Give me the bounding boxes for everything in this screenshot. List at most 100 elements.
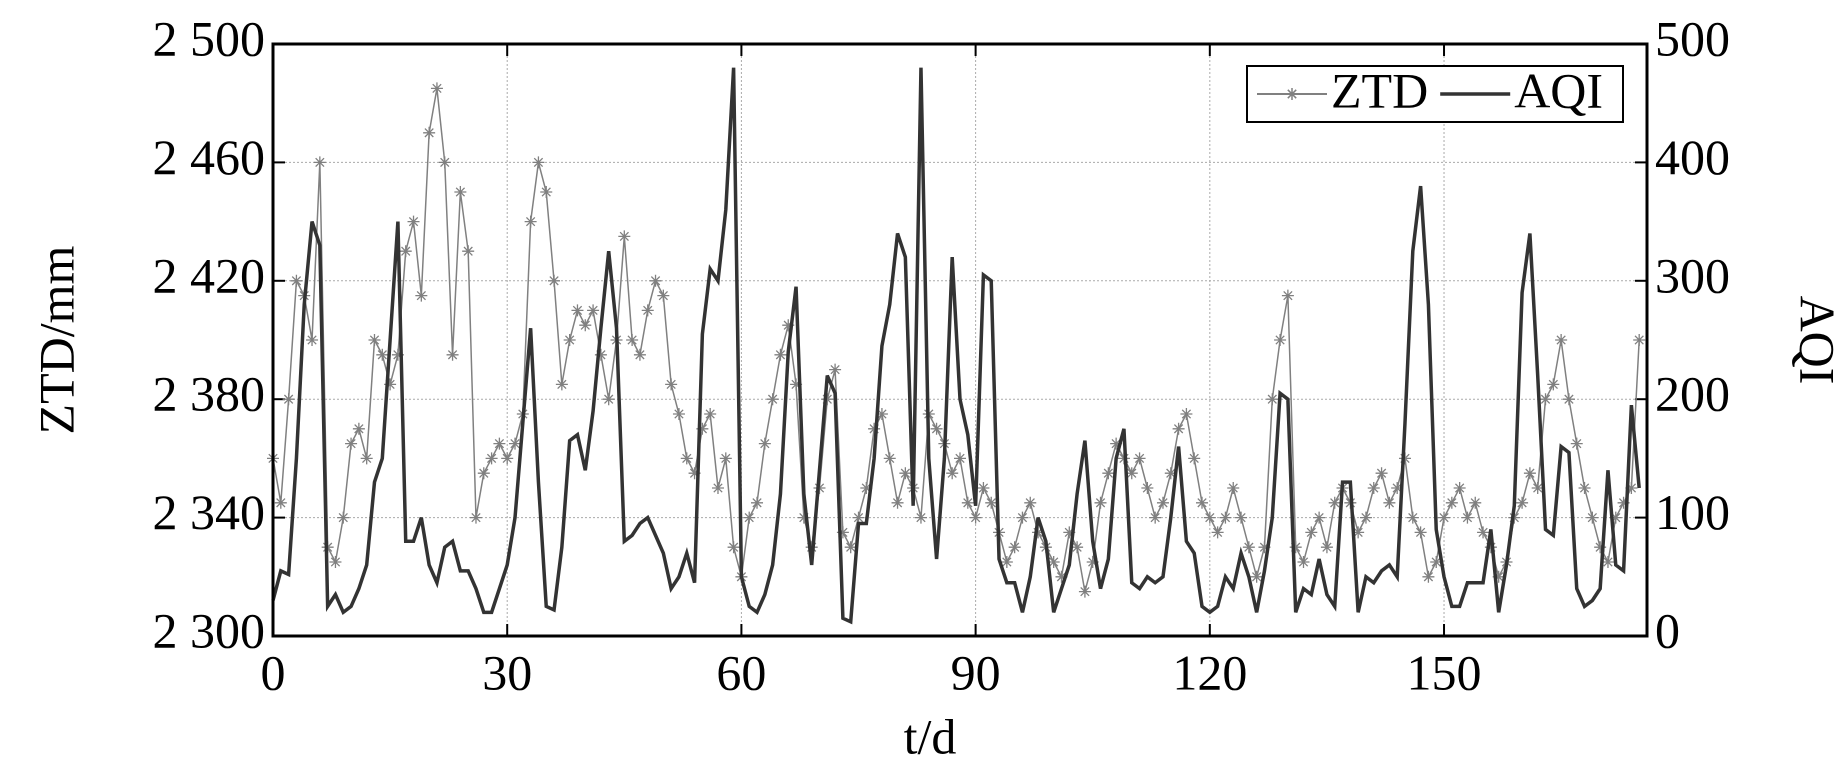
data-point (782, 319, 795, 332)
data-point (891, 496, 904, 509)
data-point (1281, 289, 1294, 302)
data-point (1071, 541, 1084, 554)
data-point (821, 393, 834, 406)
data-point (345, 437, 358, 450)
data-point (1078, 585, 1091, 598)
y-tick-label: 2 300 (153, 602, 266, 658)
data-point (1250, 570, 1263, 583)
data-point (1141, 482, 1154, 494)
data-point (306, 334, 319, 346)
data-point (1406, 511, 1419, 524)
data-point (446, 348, 459, 361)
data-point (1000, 556, 1013, 568)
data-point (1094, 496, 1107, 509)
data-point (1055, 570, 1068, 583)
data-point (1164, 467, 1177, 480)
data-point (1523, 467, 1536, 480)
data-point (493, 437, 506, 450)
data-point (1625, 482, 1638, 494)
data-point (626, 334, 639, 346)
data-point (1328, 496, 1341, 509)
y2-tick-label: 100 (1655, 484, 1730, 540)
data-point (641, 304, 654, 317)
data-point (1601, 556, 1614, 568)
y-tick-label: 2 380 (153, 366, 266, 422)
data-point (743, 511, 756, 524)
data-point (836, 526, 849, 539)
data-point (727, 541, 740, 554)
data-point (875, 408, 888, 420)
data-point (337, 511, 350, 524)
data-point (1102, 467, 1115, 480)
data-point (313, 156, 326, 169)
data-point (1274, 334, 1287, 346)
data-point (1547, 378, 1560, 391)
data-point (797, 511, 810, 524)
data-point (1203, 511, 1216, 524)
y-tick-label: 2 420 (153, 247, 266, 303)
data-point (758, 437, 771, 450)
data-point (1445, 496, 1458, 509)
data-point (1110, 437, 1123, 450)
data-point (1453, 482, 1466, 494)
data-point (719, 452, 732, 465)
data-point (1156, 496, 1169, 509)
data-point (985, 496, 998, 509)
data-point (555, 378, 568, 391)
data-point (969, 511, 982, 524)
data-point (696, 422, 709, 435)
data-point (1555, 334, 1568, 346)
data-point (1172, 422, 1185, 435)
data-point (1133, 452, 1146, 465)
data-point (594, 348, 607, 361)
data-point (1305, 526, 1318, 539)
data-point (1422, 570, 1435, 583)
data-point (1367, 482, 1380, 494)
data-point (829, 363, 842, 376)
data-point (1578, 482, 1591, 494)
data-point (532, 156, 545, 169)
data-point (665, 378, 678, 391)
legend-label: AQI (1514, 62, 1603, 118)
series-line (271, 67, 1641, 625)
data-point (868, 422, 881, 435)
plot-frame (271, 42, 1649, 638)
legend-marker (1286, 88, 1298, 100)
data-point (1180, 408, 1193, 420)
data-point (946, 467, 959, 480)
data-point (930, 422, 943, 435)
data-point (1086, 556, 1099, 568)
y2-tick-label: 0 (1655, 602, 1680, 658)
data-point (1469, 496, 1482, 509)
data-point (579, 319, 592, 332)
data-point (1188, 452, 1201, 465)
data-point (1609, 511, 1622, 524)
data-point (1227, 482, 1240, 494)
data-point (423, 126, 436, 139)
data-point (1352, 526, 1365, 539)
data-point (977, 482, 990, 494)
data-point (899, 467, 912, 480)
data-point (1438, 511, 1451, 524)
data-point (711, 482, 724, 494)
data-point (1149, 511, 1162, 524)
data-point (657, 289, 670, 302)
data-point (1024, 496, 1037, 509)
y2-tick-label: 400 (1655, 129, 1730, 185)
data-point (1219, 511, 1232, 524)
data-point (704, 408, 717, 420)
data-point (961, 496, 974, 509)
data-point (1320, 541, 1333, 554)
data-point (1359, 511, 1372, 524)
data-point (563, 334, 576, 346)
data-point (509, 437, 522, 450)
data-point (407, 215, 420, 228)
data-point (438, 156, 451, 169)
data-point (1461, 511, 1474, 524)
data-point (1242, 541, 1255, 554)
y-axis-label: ZTD/mm (28, 245, 84, 434)
data-point (1008, 541, 1021, 554)
data-point (1586, 511, 1599, 524)
data-point (1032, 526, 1045, 539)
data-point (524, 215, 537, 228)
